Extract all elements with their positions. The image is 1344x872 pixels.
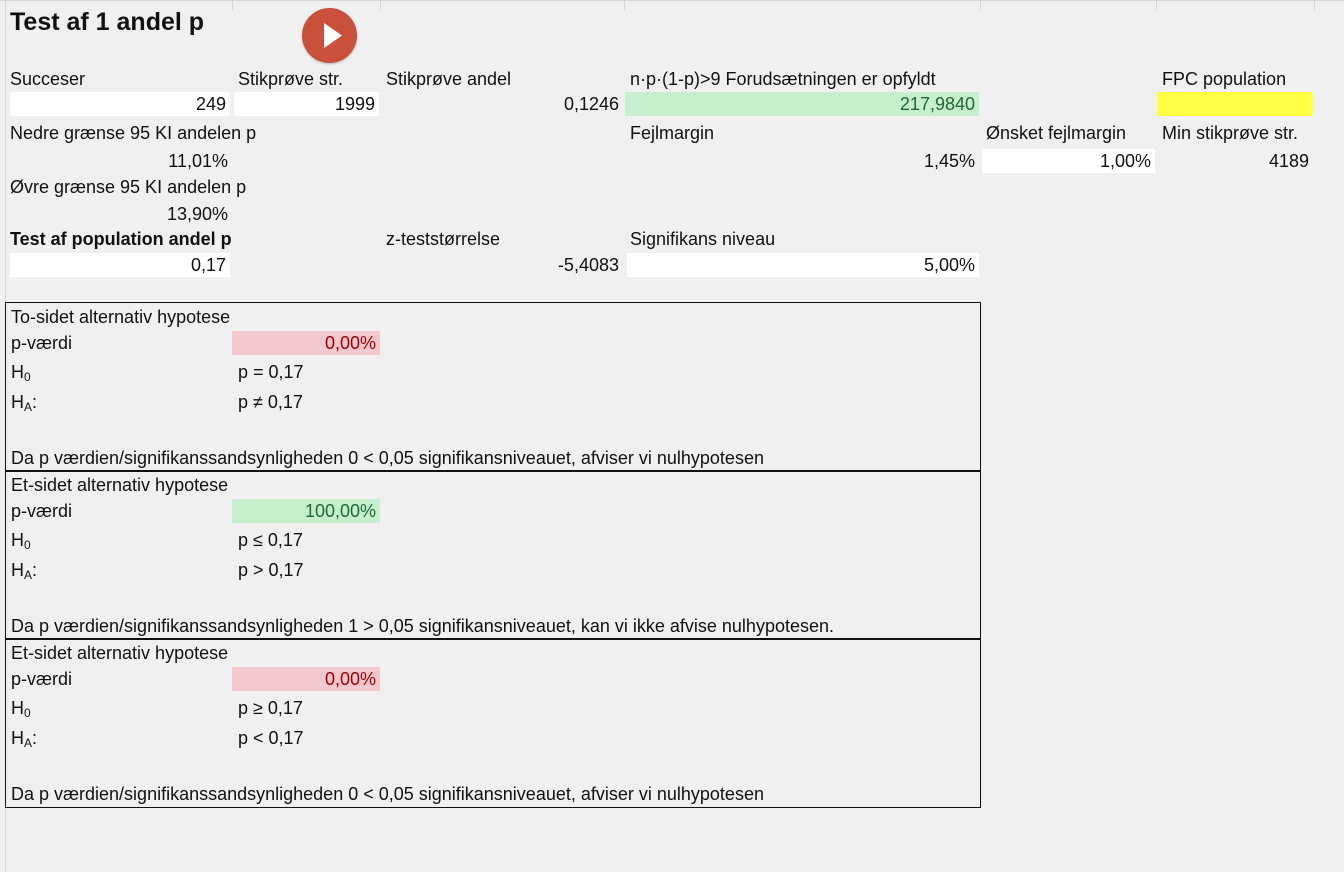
population-andel-input[interactable]: 0,17 (10, 253, 230, 277)
ha-label: HA: (11, 728, 38, 750)
hypothesis-title: Et-sidet alternativ hypotese (11, 475, 229, 495)
conclusion: Da p værdien/signifikanssandsynligheden … (11, 448, 764, 468)
hypothesis-title: To-sidet alternativ hypotese (11, 307, 231, 327)
succeser-label: Succeser (10, 69, 86, 89)
ci-lower-label: Nedre grænse 95 KI andelen p (10, 123, 257, 143)
grid-line (1156, 0, 1157, 10)
hypothesis-box-one-sided-lower: Et-sidet alternativ hypotese p-værdi 0,0… (5, 638, 981, 808)
ha-label: HA: (11, 560, 38, 582)
ha-label: HA: (11, 392, 38, 414)
p-value: 0,00% (232, 331, 380, 355)
grid-line (380, 0, 381, 10)
min-stikproeve-label: Min stikprøve str. (1162, 123, 1299, 143)
p-value: 0,00% (232, 667, 380, 691)
oensket-fejlmargin-label: Ønsket fejlmargin (986, 123, 1127, 143)
run-button[interactable] (302, 8, 357, 63)
ha-statement: p < 0,17 (238, 728, 304, 748)
hypothesis-title: Et-sidet alternativ hypotese (11, 643, 229, 663)
h0-label: H0 (11, 362, 31, 384)
grid-line (624, 0, 625, 10)
h0-label: H0 (11, 698, 31, 720)
min-stikproeve-value: 4189 (1268, 151, 1309, 171)
significance-label: Signifikans niveau (630, 229, 776, 249)
grid-line (232, 0, 233, 10)
play-icon (324, 23, 342, 48)
ci-upper-label: Øvre grænse 95 KI andelen p (10, 177, 247, 197)
stikproeve-str-input[interactable]: 1999 (234, 92, 379, 116)
oensket-fejlmargin-input[interactable]: 1,00% (982, 149, 1155, 173)
test-label: Test af population andel p (10, 229, 232, 249)
grid-line (1314, 0, 1315, 10)
significance-input[interactable]: 5,00% (627, 253, 979, 277)
hypothesis-box-one-sided-upper: Et-sidet alternativ hypotese p-værdi 100… (5, 470, 981, 640)
ci-lower-value: 11,01% (168, 151, 228, 171)
condition-label: n·p·(1-p)>9 Forudsætningen er opfyldt (630, 69, 936, 89)
stikproeve-andel-label: Stikprøve andel (386, 69, 512, 89)
stikproeve-str-label: Stikprøve str. (238, 69, 344, 89)
fpc-population-label: FPC population (1162, 69, 1287, 89)
h0-statement: p = 0,17 (238, 362, 304, 382)
stikproeve-andel-value: 0,1246 (563, 94, 619, 114)
fpc-population-input[interactable] (1157, 92, 1313, 116)
p-value: 100,00% (232, 499, 380, 523)
hypothesis-box-two-sided: To-sidet alternativ hypotese p-værdi 0,0… (5, 302, 981, 472)
condition-value: 217,9840 (625, 92, 979, 116)
z-value: -5,4083 (557, 255, 619, 275)
grid-line (980, 0, 981, 10)
h0-statement: p ≥ 0,17 (238, 698, 303, 718)
h0-statement: p ≤ 0,17 (238, 530, 303, 550)
ha-statement: p > 0,17 (238, 560, 304, 580)
grid-line (0, 0, 1344, 1)
p-value-label: p-værdi (11, 669, 73, 689)
p-value-label: p-værdi (11, 501, 73, 521)
fejlmargin-label: Fejlmargin (630, 123, 715, 143)
p-value-label: p-værdi (11, 333, 73, 353)
conclusion: Da p værdien/signifikanssandsynligheden … (11, 616, 834, 636)
page-title: Test af 1 andel p (10, 8, 205, 36)
ha-statement: p ≠ 0,17 (238, 392, 303, 412)
conclusion: Da p værdien/signifikanssandsynligheden … (11, 784, 764, 804)
h0-label: H0 (11, 530, 31, 552)
succeser-input[interactable]: 249 (10, 92, 230, 116)
z-label: z-teststørrelse (386, 229, 501, 249)
ci-upper-value: 13,90% (166, 204, 228, 224)
fejlmargin-value: 1,45% (923, 151, 975, 171)
